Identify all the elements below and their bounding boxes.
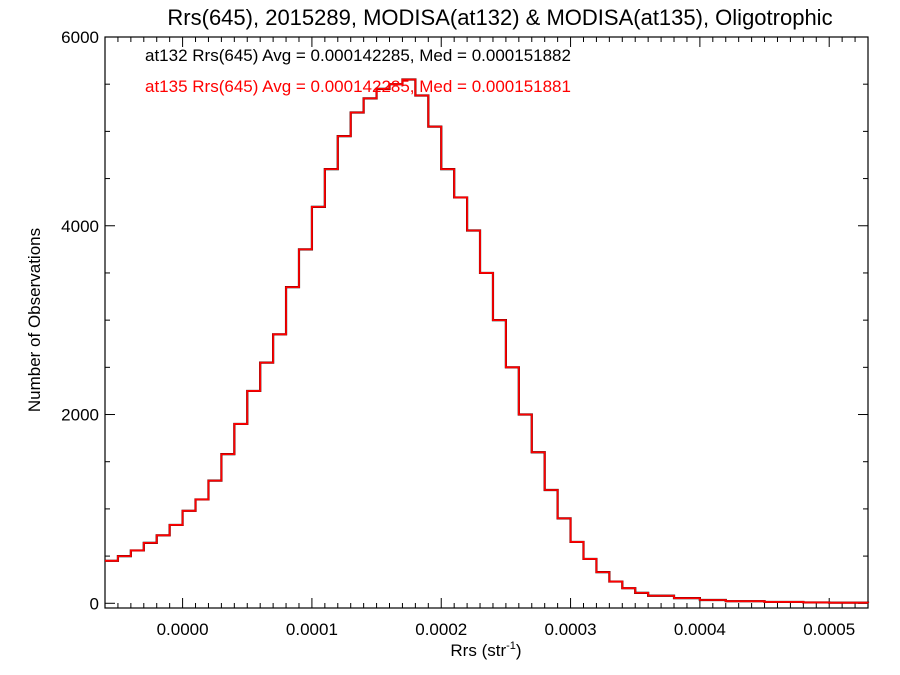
legend: at132 Rrs(645) Avg = 0.000142285, Med = … (145, 46, 571, 96)
x-axis-label: Rrs (str-1) (450, 640, 521, 660)
x-axis-label-close: ) (516, 641, 522, 660)
y-tick-label: 6000 (61, 28, 99, 47)
x-tick-label: 0.0002 (415, 620, 467, 639)
histogram-series-1 (105, 78, 869, 604)
x-axis-label-exponent: -1 (506, 640, 516, 652)
plot-border (104, 36, 869, 609)
y-axis-label: Number of Observations (25, 228, 44, 412)
y-tick-label: 2000 (61, 406, 99, 425)
x-tick-label: 0.0000 (157, 620, 209, 639)
x-tick-label: 0.0004 (674, 620, 726, 639)
x-axis-ticks: 0.0000 0.0001 0.0002 0.0003 0.0004 0.0005 (117, 37, 869, 639)
series-layer (105, 78, 870, 604)
histogram-series-0 (105, 78, 870, 604)
x-tick-label: 0.0005 (803, 620, 855, 639)
x-tick-label: 0.0001 (286, 620, 338, 639)
x-tick-label: 0.0003 (545, 620, 597, 639)
y-tick-label: 4000 (61, 217, 99, 236)
legend-entry-black: at132 Rrs(645) Avg = 0.000142285, Med = … (145, 46, 571, 65)
y-tick-label: 0 (90, 594, 99, 613)
plot-frame (104, 36, 869, 609)
legend-entry-red: at135 Rrs(645) Avg = 0.000142285, Med = … (145, 77, 571, 96)
x-axis-label-base: Rrs (str (450, 641, 506, 660)
chart-title: Rrs(645), 2015289, MODISA(at132) & MODIS… (167, 5, 832, 30)
